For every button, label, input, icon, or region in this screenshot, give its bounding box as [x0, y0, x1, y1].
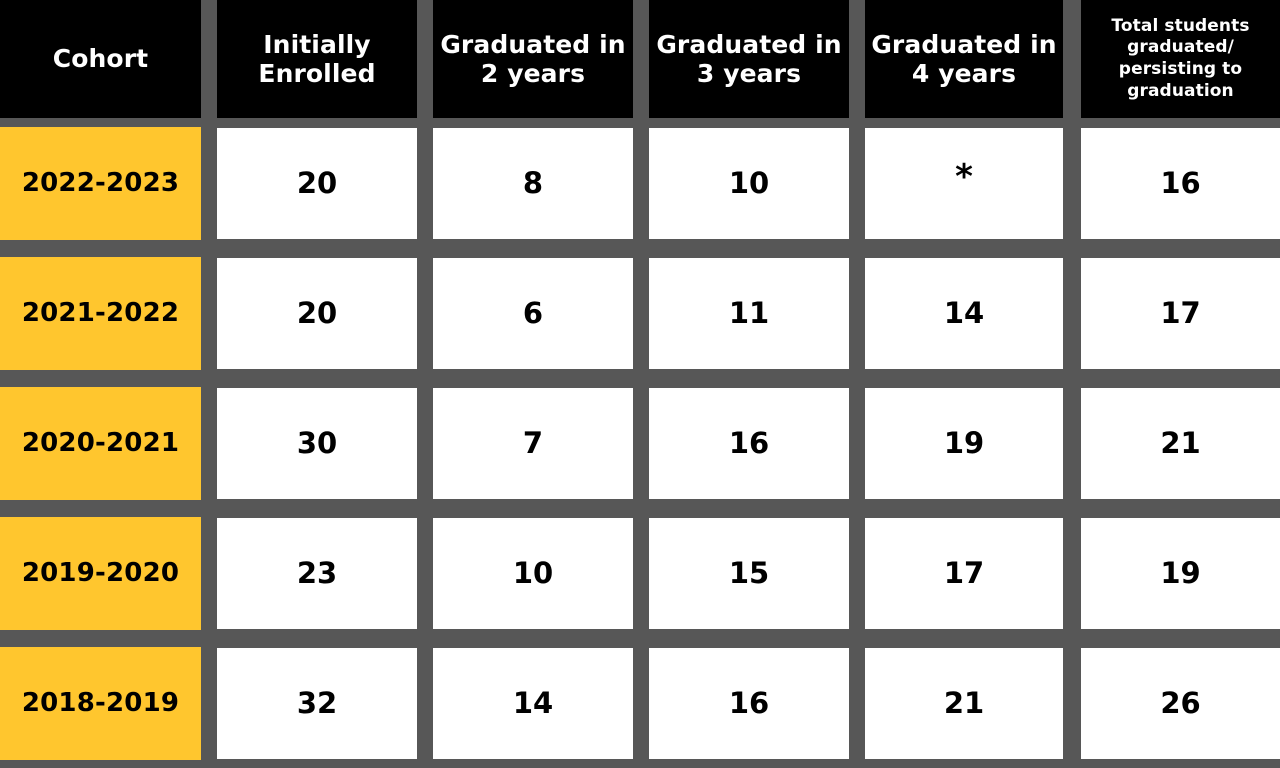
table-row: 2021-2022 — [0, 248, 201, 378]
table-cell-total: 21 — [1063, 378, 1280, 508]
table-cell-grad2: 8 — [417, 118, 633, 248]
cell-value: 7 — [433, 387, 633, 499]
cohort-label: 2020-2021 — [0, 386, 201, 500]
cell-value: 10 — [433, 517, 633, 629]
cell-value: 16 — [649, 647, 849, 759]
column-header-cohort-label: Cohort — [0, 0, 201, 118]
cell-value: 16 — [1081, 127, 1280, 239]
table-cell-enrolled: 32 — [201, 638, 417, 768]
header-line: graduated/ — [1127, 37, 1234, 58]
table-cell-enrolled: 23 — [201, 508, 417, 638]
column-header-cohort: Cohort — [0, 0, 201, 118]
table-cell-grad4: 21 — [849, 638, 1063, 768]
column-header-initially-enrolled-label: Initially Enrolled — [217, 0, 417, 118]
cell-value: 23 — [217, 517, 417, 629]
cell-value: 8 — [433, 127, 633, 239]
table-cell-enrolled: 30 — [201, 378, 417, 508]
header-line: 4 years — [911, 59, 1017, 88]
cohort-label: 2021-2022 — [0, 256, 201, 370]
cell-value: 19 — [865, 387, 1063, 499]
column-header-graduated-2-years-label: Graduated in 2 years — [433, 0, 633, 118]
table-cell-total: 16 — [1063, 118, 1280, 248]
cell-value: 16 — [649, 387, 849, 499]
table-cell-grad2: 6 — [417, 248, 633, 378]
column-header-graduated-3-years-label: Graduated in 3 years — [649, 0, 849, 118]
table-cell-grad2: 14 — [417, 638, 633, 768]
cell-value: 32 — [217, 647, 417, 759]
header-line: Initially — [263, 29, 371, 59]
table-cell-total: 17 — [1063, 248, 1280, 378]
table-row: 2018-2019 — [0, 638, 201, 768]
cell-value: 6 — [433, 257, 633, 369]
table-row: 2022-2023 — [0, 118, 201, 248]
column-header-initially-enrolled: Initially Enrolled — [201, 0, 417, 118]
column-header-graduated-2-years: Graduated in 2 years — [417, 0, 633, 118]
table-cell-grad2: 10 — [417, 508, 633, 638]
cell-value: 20 — [217, 257, 417, 369]
cell-value: 17 — [1081, 257, 1280, 369]
header-line: persisting to — [1118, 59, 1243, 79]
table-cell-grad3: 10 — [633, 118, 849, 248]
cell-value: 14 — [865, 257, 1063, 369]
header-line: Enrolled — [258, 59, 376, 88]
cell-value: 15 — [649, 517, 849, 629]
cohort-label: 2018-2019 — [0, 646, 201, 760]
header-line: Total students — [1111, 15, 1250, 36]
table-cell-grad3: 16 — [633, 378, 849, 508]
table-cell-total: 26 — [1063, 638, 1280, 768]
cell-value: 14 — [433, 647, 633, 759]
cell-value: 19 — [1081, 517, 1280, 629]
header-line: Graduated in — [656, 29, 842, 59]
cell-value: 21 — [865, 647, 1063, 759]
cohort-label: 2022-2023 — [0, 126, 201, 240]
cell-value: 10 — [649, 127, 849, 239]
table-cell-grad4: 17 — [849, 508, 1063, 638]
table-cell-grad4: 19 — [849, 378, 1063, 508]
cell-value: 30 — [217, 387, 417, 499]
header-line: 3 years — [696, 59, 802, 88]
table-row: 2019-2020 — [0, 508, 201, 638]
cell-value: * — [865, 127, 1063, 239]
table-cell-grad4: 14 — [849, 248, 1063, 378]
header-line: graduation — [1127, 80, 1234, 101]
column-header-total-graduated-persisting: Total students graduated/ persisting to … — [1063, 0, 1280, 118]
column-header-graduated-4-years: Graduated in 4 years — [849, 0, 1063, 118]
column-header-graduated-4-years-label: Graduated in 4 years — [865, 0, 1063, 118]
table-cell-grad3: 15 — [633, 508, 849, 638]
table-cell-grad3: 16 — [633, 638, 849, 768]
table-cell-grad3: 11 — [633, 248, 849, 378]
cell-value: 26 — [1081, 647, 1280, 759]
header-line: Graduated in — [440, 29, 626, 59]
table-cell-grad4: * — [849, 118, 1063, 248]
header-line: Graduated in — [871, 29, 1057, 59]
header-line: 2 years — [480, 59, 586, 88]
column-header-total-graduated-persisting-label: Total students graduated/ persisting to … — [1081, 0, 1280, 118]
column-header-graduated-3-years: Graduated in 3 years — [633, 0, 849, 118]
cell-value: 11 — [649, 257, 849, 369]
cell-value: 17 — [865, 517, 1063, 629]
table-cell-total: 19 — [1063, 508, 1280, 638]
table-cell-grad2: 7 — [417, 378, 633, 508]
cohort-label: 2019-2020 — [0, 516, 201, 630]
cell-value: 21 — [1081, 387, 1280, 499]
header-line: Cohort — [52, 44, 149, 74]
table-row: 2020-2021 — [0, 378, 201, 508]
table-cell-enrolled: 20 — [201, 248, 417, 378]
cell-value: 20 — [217, 127, 417, 239]
table-cell-enrolled: 20 — [201, 118, 417, 248]
